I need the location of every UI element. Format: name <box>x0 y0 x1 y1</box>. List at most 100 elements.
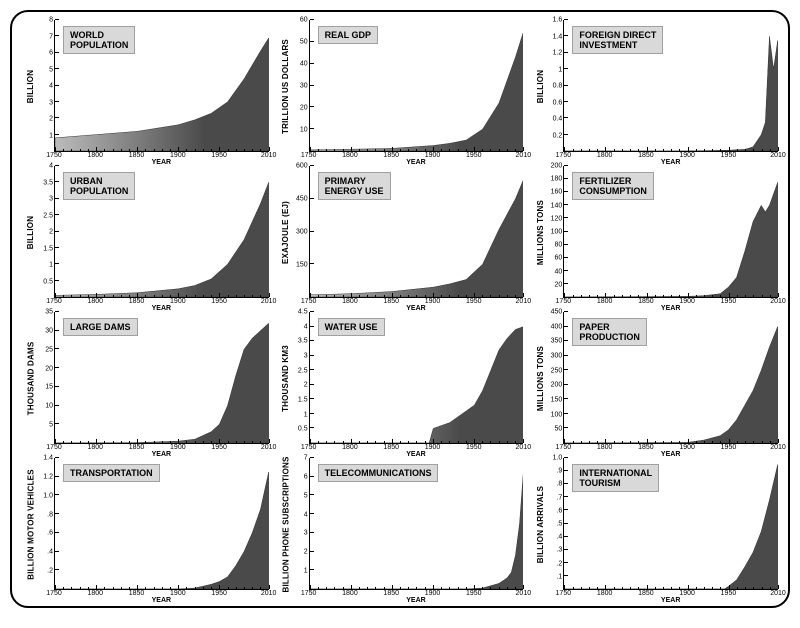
x-tick-label: 1950 <box>466 298 482 305</box>
y-tick-label: 450 <box>296 196 308 203</box>
y-tick-label: .8 <box>556 481 562 488</box>
y-tick-label: 0.2 <box>553 132 563 139</box>
panel-title: WATER USE <box>318 318 385 336</box>
y-axis-label-text: THOUSAND DAMS <box>27 341 36 415</box>
y-tick-label: 30 <box>300 83 308 90</box>
panel-3: BILLION0.511.522.533.54URBAN POPULATION1… <box>22 166 269 310</box>
panel-title: INTERNATIONAL TOURISM <box>572 464 659 492</box>
y-tick-label: 3.5 <box>298 338 308 345</box>
x-tick-label: 1850 <box>129 152 145 159</box>
x-tick-label: 1900 <box>425 298 441 305</box>
x-tick-label: 1850 <box>383 444 399 451</box>
x-tick-label: 1800 <box>597 298 613 305</box>
y-tick-label: 4 <box>49 163 53 170</box>
x-tick-label: 1950 <box>211 152 227 159</box>
panel-9: BILLION MOTOR VEHICLES.2.4.6.81.01.21.4T… <box>22 458 269 602</box>
y-tick-label: 80 <box>555 242 563 249</box>
area-fill <box>310 327 524 443</box>
y-tick-label: 10 <box>300 127 308 134</box>
x-axis-row: 175018001850190019502010YEAR <box>309 444 524 456</box>
x-tick-label: 1950 <box>721 298 737 305</box>
plot-area: PRIMARY ENERGY USE <box>309 166 524 298</box>
y-tick-label: 300 <box>296 229 308 236</box>
y-tick-label: 20 <box>555 281 563 288</box>
y-tick-label: 5 <box>49 422 53 429</box>
y-tick-label: 450 <box>551 309 563 316</box>
y-tick-label: 2.5 <box>298 367 308 374</box>
x-tick-label: 1900 <box>425 444 441 451</box>
x-tick-label: 1850 <box>129 298 145 305</box>
plot-area: TRANSPORTATION <box>54 458 269 590</box>
panel-title: TELECOMMUNICATIONS <box>318 464 439 482</box>
x-axis-label: YEAR <box>406 305 425 312</box>
y-tick-label: 60 <box>300 17 308 24</box>
y-tick-label: .6 <box>47 530 53 537</box>
y-tick-label: 6 <box>304 473 308 480</box>
x-tick-label: 2010 <box>261 152 277 159</box>
y-tick-marks <box>55 312 60 443</box>
x-tick-label: 1800 <box>87 444 103 451</box>
x-tick-label: 1750 <box>556 444 572 451</box>
x-tick-label: 1800 <box>597 444 613 451</box>
x-tick-label: 2010 <box>770 152 786 159</box>
area-fill <box>310 467 524 589</box>
x-tick-label: 1900 <box>679 590 695 597</box>
y-tick-label: 400 <box>551 323 563 330</box>
y-ticks: 0.511.522.533.544.5 <box>295 312 309 444</box>
y-tick-label: .3 <box>556 547 562 554</box>
x-tick-label: 1850 <box>129 444 145 451</box>
x-tick-label: 1750 <box>301 298 317 305</box>
panel-title: PAPER PRODUCTION <box>572 318 647 346</box>
panel-title: TRANSPORTATION <box>63 464 160 482</box>
x-tick-label: 1950 <box>466 444 482 451</box>
x-axis-label: YEAR <box>406 451 425 458</box>
panel-7: THOUSAND KM30.511.522.533.544.5WATER USE… <box>277 312 524 456</box>
y-tick-label: 150 <box>551 397 563 404</box>
y-tick-label: 600 <box>296 163 308 170</box>
y-tick-label: 0.6 <box>553 99 563 106</box>
panel-4: EXAJOULE (EJ)150300450600PRIMARY ENERGY … <box>277 166 524 310</box>
y-axis-label-text: BILLION <box>536 69 545 102</box>
y-tick-label: .7 <box>556 494 562 501</box>
x-tick-label: 1850 <box>383 152 399 159</box>
y-tick-label: 0.5 <box>43 278 53 285</box>
area-fill <box>55 38 269 151</box>
panel-0: BILLION12345678WORLD POPULATION175018001… <box>22 20 269 164</box>
y-axis-label: THOUSAND DAMS <box>22 312 40 444</box>
y-axis-label: MILLIONS TONS <box>531 312 549 444</box>
y-tick-label: .4 <box>47 549 53 556</box>
x-axis-label: YEAR <box>406 159 425 166</box>
y-tick-label: 7 <box>304 455 308 462</box>
y-tick-label: 8 <box>49 17 53 24</box>
y-tick-label: 200 <box>551 163 563 170</box>
y-ticks: .2.4.6.81.01.21.4 <box>40 458 54 590</box>
y-tick-marks <box>310 312 315 443</box>
plot-area: PAPER PRODUCTION <box>563 312 778 444</box>
y-tick-marks <box>55 458 60 589</box>
y-tick-label: 0.5 <box>298 426 308 433</box>
x-tick-label: 1900 <box>170 444 186 451</box>
y-ticks: 12345678 <box>40 20 54 152</box>
y-axis-label: BILLION ARRIVALS <box>531 458 549 590</box>
x-tick-label: 2010 <box>516 298 532 305</box>
panel-title: LARGE DAMS <box>63 318 138 336</box>
y-axis-label-text: MILLIONS TONS <box>536 199 545 264</box>
y-tick-marks <box>564 458 569 589</box>
y-tick-label: 1.2 <box>43 473 53 480</box>
y-tick-label: 5 <box>49 66 53 73</box>
x-axis-row: 175018001850190019502010YEAR <box>309 152 524 164</box>
x-axis-label: YEAR <box>661 305 680 312</box>
x-axis-row: 175018001850190019502010YEAR <box>563 152 778 164</box>
plot-area: FERTILIZER CONSUMPTION <box>563 166 778 298</box>
y-tick-marks <box>310 458 315 589</box>
x-tick-label: 1750 <box>556 590 572 597</box>
y-tick-label: 2 <box>304 382 308 389</box>
y-axis-label: EXAJOULE (EJ) <box>277 166 295 298</box>
y-tick-label: 1.2 <box>553 50 563 57</box>
x-tick-label: 2010 <box>516 444 532 451</box>
y-tick-label: 2 <box>49 116 53 123</box>
plot-area: FOREIGN DIRECT INVESTMENT <box>563 20 778 152</box>
y-ticks: 150300450600 <box>295 166 309 298</box>
panel-title: FOREIGN DIRECT INVESTMENT <box>572 26 663 54</box>
y-tick-label: 35 <box>45 309 53 316</box>
